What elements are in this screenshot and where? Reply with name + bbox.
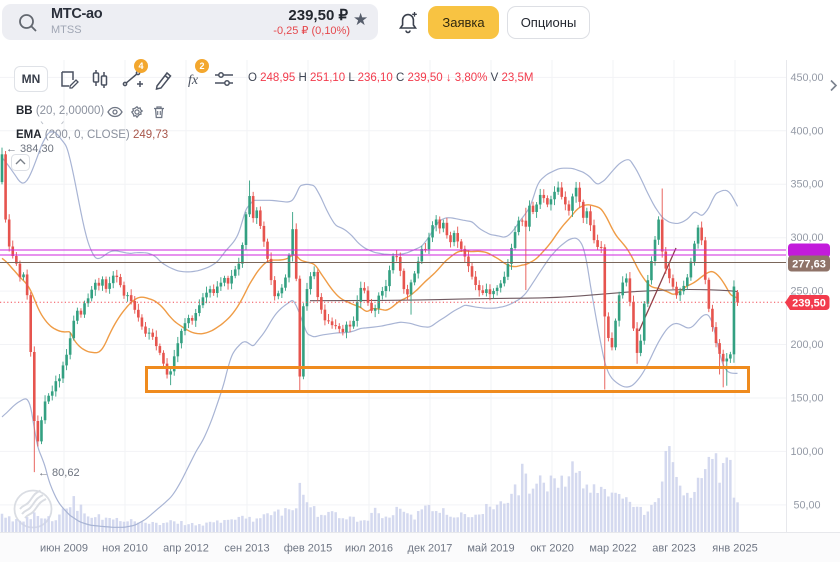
svg-text:янв 2025: янв 2025 [712,543,757,555]
svg-text:50,00: 50,00 [793,499,820,511]
svg-text:350,00: 350,00 [790,179,823,191]
svg-text:дек 2017: дек 2017 [408,543,453,555]
svg-text:июн 2009: июн 2009 [40,543,88,555]
svg-text:← 384,30: ← 384,30 [6,143,54,155]
svg-text:← 80,62: ← 80,62 [38,467,80,479]
svg-text:апр 2012: апр 2012 [163,543,209,555]
svg-text:150,00: 150,00 [790,393,823,405]
svg-text:fx: fx [188,73,199,88]
svg-text:июл 2016: июл 2016 [345,543,393,555]
svg-text:450,00: 450,00 [790,72,823,84]
svg-text:400,00: 400,00 [790,125,823,137]
svg-text:300,00: 300,00 [790,232,823,244]
svg-text:сен 2013: сен 2013 [224,543,269,555]
svg-text:окт 2020: окт 2020 [530,543,574,555]
svg-text:100,00: 100,00 [790,446,823,458]
svg-text:239,50: 239,50 [792,298,826,310]
svg-text:май 2019: май 2019 [467,543,514,555]
svg-text:200,00: 200,00 [790,339,823,351]
svg-text:ноя 2010: ноя 2010 [102,543,148,555]
svg-text:250,00: 250,00 [790,286,823,298]
svg-text:авг 2023: авг 2023 [652,543,696,555]
svg-text:277,63: 277,63 [792,259,826,271]
svg-text:мар 2022: мар 2022 [589,543,636,555]
svg-text:фев 2015: фев 2015 [284,543,333,555]
